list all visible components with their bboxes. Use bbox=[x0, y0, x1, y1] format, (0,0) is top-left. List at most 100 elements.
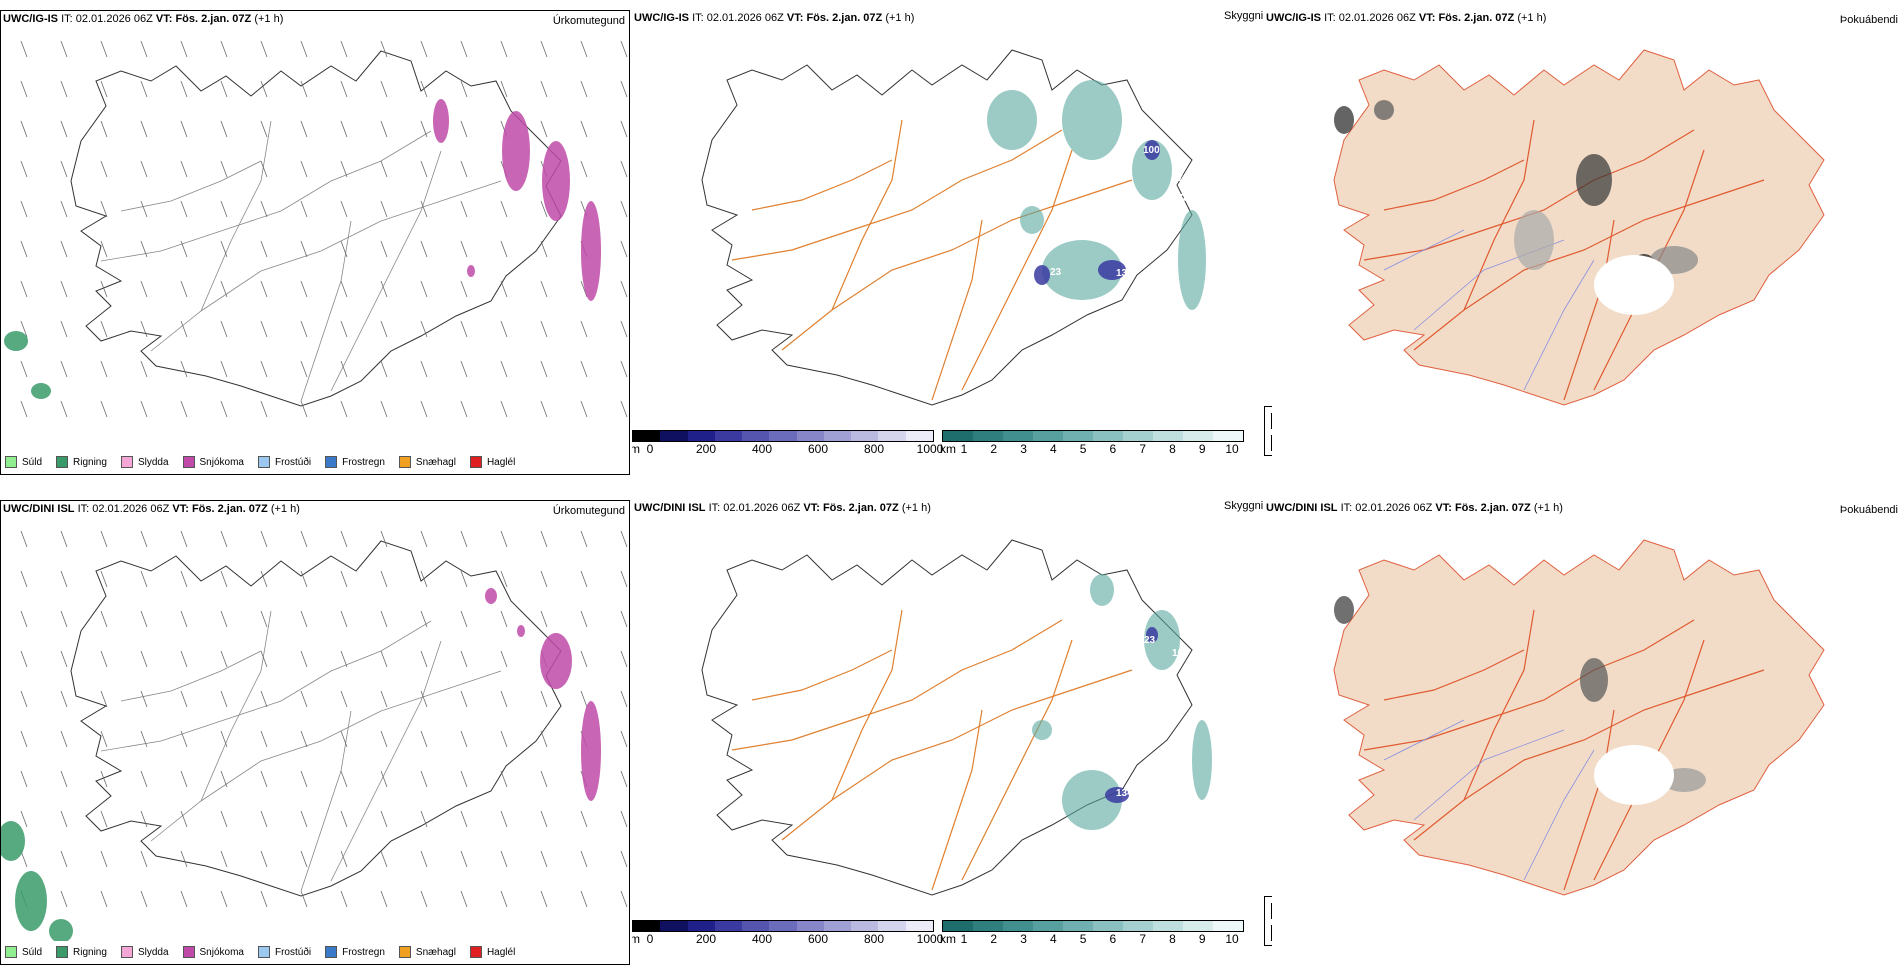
legend-swatch bbox=[257, 946, 270, 958]
wind-barb bbox=[260, 320, 268, 338]
wind-barb bbox=[420, 200, 428, 218]
wind-barb bbox=[100, 160, 108, 178]
wind-barb bbox=[460, 810, 468, 828]
wind-barb bbox=[500, 570, 508, 588]
wind-barb bbox=[460, 650, 468, 668]
legend-swatch bbox=[325, 946, 338, 958]
wind-barb bbox=[180, 360, 188, 378]
wind-barb bbox=[20, 200, 28, 218]
colorbar-tick: 8 bbox=[1169, 932, 1176, 946]
wind-barb bbox=[140, 240, 148, 258]
colorbar-cell bbox=[1063, 921, 1093, 931]
wind-barb bbox=[100, 80, 108, 98]
wind-barb bbox=[340, 890, 348, 908]
wind-barb bbox=[300, 890, 308, 908]
colorbar-cell bbox=[878, 921, 906, 931]
snow-area bbox=[502, 111, 530, 191]
colorbar-cell bbox=[1093, 431, 1123, 441]
colorbar-cell bbox=[1213, 921, 1243, 931]
wind-barb bbox=[20, 690, 28, 708]
coastline bbox=[701, 539, 1193, 896]
legend-label: Snjókoma bbox=[199, 946, 244, 958]
legend-item: Slydda bbox=[120, 456, 169, 468]
coastline bbox=[70, 50, 562, 407]
fog-area bbox=[1576, 154, 1612, 206]
legend-label: Frostregn bbox=[342, 456, 385, 468]
fog-area bbox=[1334, 596, 1354, 624]
wind-barb bbox=[340, 850, 348, 868]
panel-header: UWC/DINI ISL IT: 02.01.2026 06Z VT: Fös.… bbox=[1266, 502, 1563, 514]
legend-label: Rigning bbox=[73, 456, 107, 468]
rain-area bbox=[1, 821, 25, 861]
wind-barb bbox=[260, 610, 268, 628]
colorbar-tick: 0 bbox=[646, 932, 654, 946]
visibility-area bbox=[1042, 240, 1122, 300]
river-line bbox=[1383, 229, 1465, 271]
wind-barb bbox=[580, 690, 588, 708]
wind-barb bbox=[220, 650, 228, 668]
road-line bbox=[300, 220, 352, 402]
colorbar-cell bbox=[742, 921, 770, 931]
fog-map bbox=[1333, 49, 1825, 406]
wind-barb bbox=[340, 650, 348, 668]
colorbar-tick: 10 bbox=[1225, 442, 1239, 456]
colorbar-cell bbox=[1183, 431, 1213, 441]
legend-item: Snjókoma bbox=[182, 946, 244, 958]
wind-barb bbox=[220, 810, 228, 828]
wind-barb bbox=[380, 570, 388, 588]
wind-barb bbox=[620, 850, 628, 868]
visibility-area bbox=[1062, 770, 1122, 830]
wind-barb bbox=[20, 160, 28, 178]
road-line bbox=[731, 619, 1063, 751]
wind-barb bbox=[20, 400, 28, 418]
wind-barb bbox=[60, 770, 68, 788]
wind-barb bbox=[220, 530, 228, 548]
wind-barb bbox=[100, 890, 108, 908]
wind-barb bbox=[60, 400, 68, 418]
panel-header: UWC/DINI ISL IT: 02.01.2026 06Z VT: Fös.… bbox=[634, 502, 931, 514]
wind-barb bbox=[340, 810, 348, 828]
wind-barb bbox=[220, 120, 228, 138]
legend-item: Frostúði bbox=[257, 946, 311, 958]
wind-barb bbox=[220, 160, 228, 178]
wind-barb bbox=[580, 160, 588, 178]
cloudbase-label: 23 bbox=[1050, 712, 1062, 723]
colorbar-tick: 5 bbox=[1079, 932, 1087, 946]
cloudbase-label: 278 bbox=[1172, 173, 1189, 184]
wind-barb bbox=[60, 850, 68, 868]
wind-barb bbox=[100, 570, 108, 588]
visibility-area bbox=[987, 90, 1037, 150]
colorbar-tick: 7 bbox=[1139, 932, 1146, 946]
fog-area bbox=[1580, 658, 1608, 702]
wind-barb bbox=[500, 400, 508, 418]
wind-barb bbox=[220, 570, 228, 588]
wind-barb bbox=[260, 40, 268, 58]
wind-barb bbox=[620, 610, 628, 628]
colorbar-tick: 3 bbox=[1020, 932, 1027, 946]
wind-barb bbox=[580, 400, 588, 418]
wind-barb bbox=[620, 810, 628, 828]
wind-barb bbox=[300, 850, 308, 868]
colorbar-cell bbox=[1183, 921, 1213, 931]
wind-barb bbox=[260, 280, 268, 298]
road-line bbox=[931, 709, 983, 891]
colorbar-unit: km bbox=[940, 442, 956, 456]
wind-barb bbox=[140, 650, 148, 668]
legend-label: Slydda bbox=[137, 946, 169, 958]
wind-barb bbox=[100, 850, 108, 868]
wind-barb bbox=[300, 570, 308, 588]
wind-barb bbox=[420, 650, 428, 668]
cloudbase-area bbox=[1105, 787, 1129, 803]
wind-barb bbox=[340, 320, 348, 338]
colorbar-cell bbox=[769, 921, 797, 931]
colorbar-cell bbox=[823, 431, 852, 441]
wind-barb bbox=[20, 850, 28, 868]
wind-barb bbox=[500, 850, 508, 868]
wind-barb bbox=[140, 320, 148, 338]
river-line bbox=[1413, 729, 1565, 821]
wind-barb bbox=[20, 610, 28, 628]
legend-label: Frostregn bbox=[342, 946, 385, 958]
snow-area bbox=[581, 701, 601, 801]
wind-barb bbox=[620, 360, 628, 378]
cloudbase-label: 23 bbox=[1050, 267, 1062, 278]
